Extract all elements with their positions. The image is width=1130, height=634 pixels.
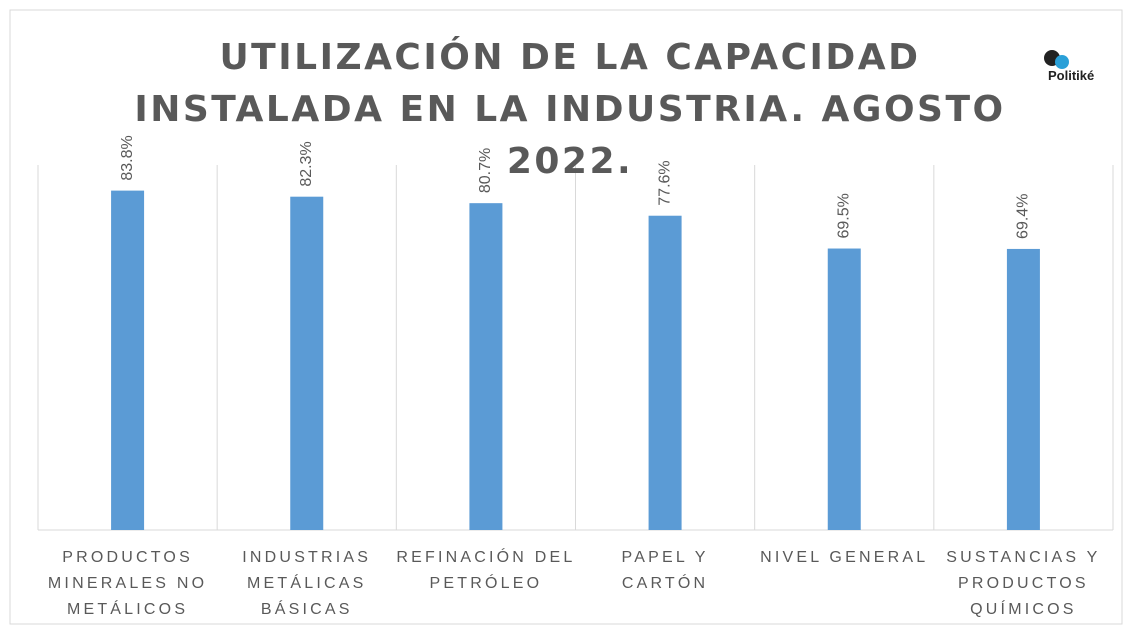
bar (469, 203, 503, 531)
x-tick-label: REFINACIÓN DEL PETRÓLEO (396, 549, 576, 592)
x-tick-label: SUSTANCIAS Y PRODUCTOS QUÍMICOS (946, 549, 1101, 618)
logo: Politiké (1048, 68, 1095, 83)
x-tick-label: INDUSTRIAS METÁLICAS BÁSICAS (242, 549, 372, 618)
bar (1006, 248, 1040, 530)
bar (648, 215, 682, 530)
bar (827, 248, 861, 530)
data-label: 82.3% (298, 141, 315, 186)
chart-border (9, 9, 1123, 625)
data-label: 80.7% (477, 148, 494, 193)
data-label: 83.8% (119, 135, 136, 180)
chart-title: UTILIZACIÓN DE LA CAPACIDAD INSTALADA EN… (134, 37, 1006, 182)
x-tick-label: PAPEL Y CARTÓN (621, 549, 709, 592)
logo-icon (1055, 55, 1069, 69)
bar (290, 196, 324, 530)
data-label: 77.6% (656, 160, 673, 205)
x-tick-label: PRODUCTOS MINERALES NO METÁLICOS (47, 549, 208, 618)
data-label: 69.5% (835, 193, 852, 238)
data-label: 69.4% (1015, 194, 1032, 239)
bar (111, 190, 145, 531)
x-tick-label: NIVEL GENERAL (760, 549, 929, 566)
